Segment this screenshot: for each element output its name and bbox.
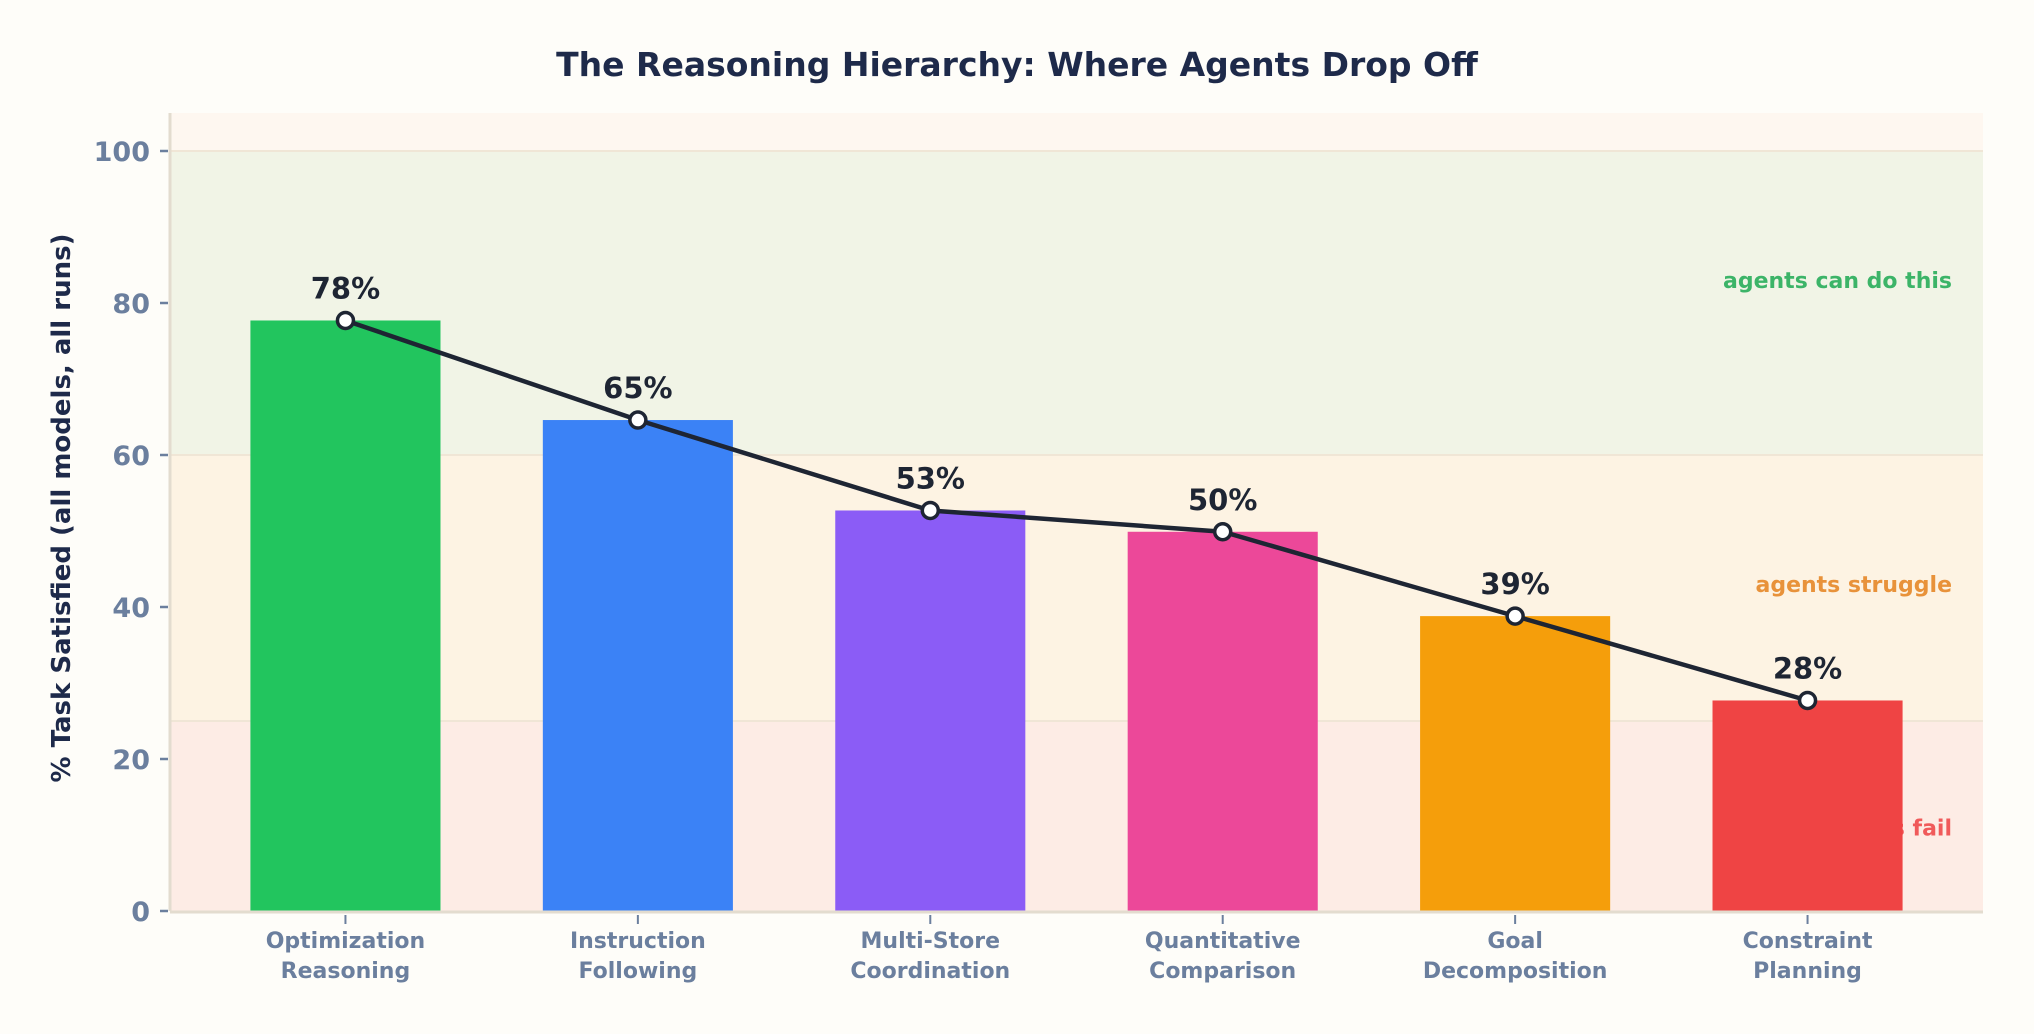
bar [1712, 700, 1903, 911]
data-label: 50% [1188, 483, 1257, 517]
y-tick-label: 40 [112, 593, 150, 624]
trend-point [1505, 606, 1525, 626]
x-tick-label: Decomposition [1423, 959, 1608, 984]
trend-point [628, 410, 648, 430]
data-label: 39% [1480, 567, 1549, 601]
data-label: 78% [311, 271, 380, 305]
zone-band [170, 151, 1983, 455]
trend-point [920, 500, 941, 521]
data-label: 65% [603, 371, 672, 405]
data-label: 28% [1773, 651, 1842, 685]
x-tick-label: Goal [1487, 929, 1543, 954]
x-tick-label: Constraint [1743, 929, 1873, 954]
chart-title: The Reasoning Hierarchy: Where Agents Dr… [556, 45, 1479, 84]
x-tick-label: Quantitative [1145, 929, 1301, 954]
y-tick-label: 60 [112, 441, 150, 472]
bar [835, 510, 1026, 911]
bar [1127, 531, 1318, 911]
trend-point [1212, 522, 1233, 542]
data-label: 53% [896, 461, 965, 495]
x-tick-label: Optimization [266, 929, 425, 954]
x-tick-label: Comparison [1149, 959, 1296, 984]
y-axis-label: % Task Satisfied (all models, all runs) [47, 234, 77, 783]
x-tick-label: Following [579, 959, 698, 984]
x-tick-label: Coordination [850, 959, 1010, 984]
trend-line [344, 318, 1809, 703]
y-tick-label: 0 [131, 897, 150, 928]
bar [250, 320, 441, 912]
x-tick-label: Planning [1753, 959, 1862, 984]
x-tick-label: Instruction [570, 929, 706, 954]
zone-band [170, 455, 1983, 721]
y-tick-label: 80 [112, 289, 150, 320]
bar [542, 420, 733, 911]
zone-label: agents can do this [1723, 269, 1952, 294]
bar [1420, 616, 1611, 911]
x-tick-label: Multi-Store [861, 929, 1001, 954]
y-tick-label: 20 [112, 745, 150, 776]
zone-label: agents struggle [1755, 573, 1952, 598]
zone-above-100 [170, 113, 1983, 151]
y-tick-label: 100 [94, 137, 150, 168]
zone-band [170, 721, 1983, 911]
trend-point [335, 310, 356, 331]
trend-point [1797, 690, 1818, 711]
x-tick-label: Reasoning [281, 959, 411, 984]
